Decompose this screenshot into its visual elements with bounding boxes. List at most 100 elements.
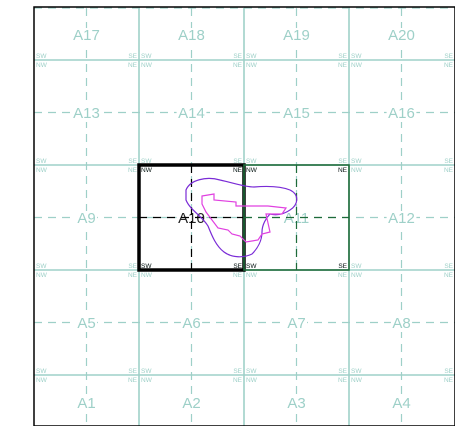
selected-corner-label: NE: [338, 167, 348, 174]
corner-nw: NW: [141, 377, 153, 384]
corner-ne: NE: [444, 167, 454, 174]
cell-label-bg: [176, 28, 207, 44]
cell-label-a11: A11: [284, 210, 310, 227]
corner-sw: SW: [141, 158, 152, 165]
corner-nw: NW: [351, 167, 363, 174]
corner-ne: NE: [128, 272, 138, 279]
inner-boundary[interactable]: [201, 193, 288, 243]
selected-corner-label: SW: [246, 263, 257, 270]
corner-ne: NE: [128, 377, 138, 384]
corner-se: SE: [128, 368, 137, 375]
corner-ne: NE: [338, 167, 348, 174]
cell-label-a17: A17: [73, 27, 100, 44]
corner-sw: SW: [36, 53, 47, 60]
corner-ne: NE: [128, 167, 138, 174]
corner-nw: NW: [246, 272, 258, 279]
cell-label-bg: [390, 316, 413, 332]
corner-sw: SW: [141, 368, 152, 375]
cell-label-a18: A18: [178, 27, 205, 44]
corner-ne: NE: [233, 377, 243, 384]
corner-nw: NW: [141, 167, 153, 174]
corner-nw: NW: [351, 272, 363, 279]
corner-nw: NW: [351, 377, 363, 384]
corner-ne: NE: [444, 272, 454, 279]
cell-label-a16: A16: [388, 105, 415, 122]
cell-label-a15: A15: [283, 105, 310, 122]
corner-nw: NW: [36, 272, 48, 279]
corner-se: SE: [128, 53, 137, 60]
cell-label-bg: [75, 396, 98, 412]
corner-sw: SW: [141, 53, 152, 60]
selected-corner-label: NW: [246, 167, 258, 174]
cell-label-a12: A12: [388, 210, 415, 227]
selected-corner-label: SW: [141, 263, 152, 270]
corner-se: SE: [233, 158, 242, 165]
corner-sw: SW: [246, 368, 257, 375]
cell-label-a2: A2: [182, 395, 200, 412]
cell-label-a4: A4: [392, 395, 410, 412]
corner-sw: SW: [351, 158, 362, 165]
corner-nw: NW: [141, 272, 153, 279]
corner-ne: NE: [338, 377, 348, 384]
corner-ne: NE: [128, 62, 138, 69]
cell-label-bg: [281, 106, 312, 122]
corner-sw: SW: [36, 263, 47, 270]
corner-se: SE: [338, 53, 347, 60]
corner-ne: NE: [233, 62, 243, 69]
corner-sw: SW: [246, 158, 257, 165]
corner-nw: NW: [36, 62, 48, 69]
corner-ne: NE: [444, 62, 454, 69]
cell-label-bg: [386, 28, 417, 44]
cell-label-a8: A8: [392, 315, 410, 332]
corner-se: SE: [444, 53, 453, 60]
corner-se: SE: [338, 158, 347, 165]
cell-label-a9: A9: [77, 210, 95, 227]
selected-cell-a11[interactable]: [243, 164, 350, 271]
cell-label-a20: A20: [388, 27, 415, 44]
corner-sw: SW: [246, 53, 257, 60]
cell-label-bg: [71, 28, 102, 44]
cell-label-bg: [281, 211, 312, 227]
corner-sw: SW: [351, 263, 362, 270]
corner-se: SE: [338, 368, 347, 375]
corner-nw: NW: [246, 167, 258, 174]
corner-ne: NE: [233, 272, 243, 279]
corner-se: SE: [233, 53, 242, 60]
corner-nw: NW: [246, 377, 258, 384]
corner-sw: SW: [141, 263, 152, 270]
corner-ne: NE: [444, 377, 454, 384]
map-feature[interactable]: [185, 177, 298, 258]
selected-corner-label: NE: [233, 167, 243, 174]
corner-se: SE: [128, 158, 137, 165]
cell-label-a5: A5: [77, 315, 95, 332]
cell-label-bg: [281, 28, 312, 44]
corner-sw: SW: [36, 158, 47, 165]
cell-label-bg: [386, 211, 417, 227]
selected-corner-label: SE: [233, 263, 242, 270]
corner-se: SE: [444, 263, 453, 270]
corner-se: SE: [338, 263, 347, 270]
corner-se: SE: [233, 263, 242, 270]
cell-label-bg: [285, 316, 308, 332]
selected-corner-label: NW: [141, 167, 153, 174]
corner-sw: SW: [351, 368, 362, 375]
corner-ne: NE: [338, 62, 348, 69]
cell-label-bg: [75, 316, 98, 332]
cell-label-bg: [180, 396, 203, 412]
cell-label-bg: [176, 106, 207, 122]
corner-sw: SW: [36, 368, 47, 375]
cell-label-a7: A7: [287, 315, 305, 332]
corner-se: SE: [233, 368, 242, 375]
cell-label-a3: A3: [287, 395, 305, 412]
corner-ne: NE: [338, 272, 348, 279]
corner-nw: NW: [141, 62, 153, 69]
corner-sw: SW: [351, 53, 362, 60]
corner-labels: SWNWSENESWNWSENESWNWSENESWNWSENESWNWSENE…: [36, 53, 454, 384]
cell-label-a1: A1: [77, 395, 95, 412]
corner-nw: NW: [351, 62, 363, 69]
corner-se: SE: [128, 263, 137, 270]
corner-se: SE: [444, 368, 453, 375]
cell-label-bg: [285, 396, 308, 412]
